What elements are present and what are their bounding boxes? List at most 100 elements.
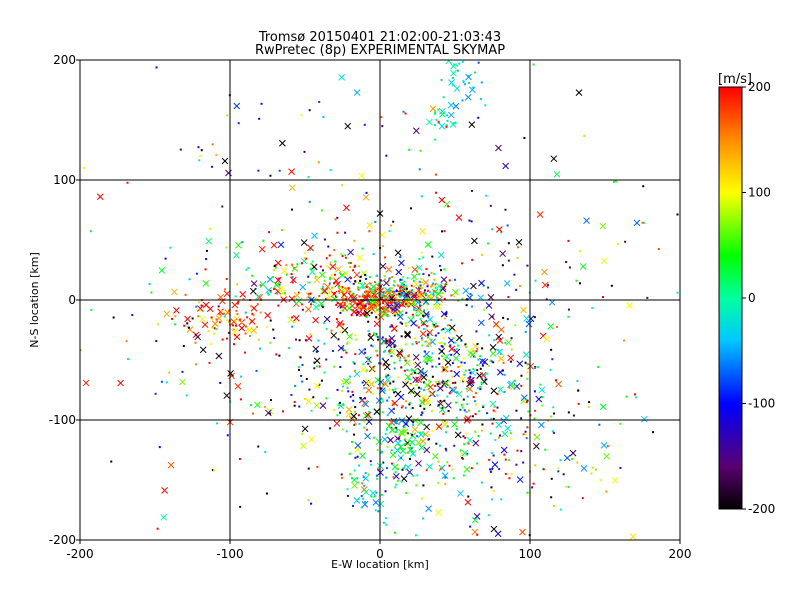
data-point-cross bbox=[422, 311, 430, 318]
data-point-dot bbox=[411, 441, 414, 444]
data-point-dot bbox=[250, 320, 253, 323]
data-point-dot bbox=[318, 294, 321, 297]
data-point-cross bbox=[365, 356, 372, 364]
y-tick-label: -200 bbox=[49, 533, 76, 547]
y-axis-label: N-S location [km] bbox=[28, 252, 41, 348]
data-point-cross bbox=[418, 444, 425, 451]
data-point-dot bbox=[345, 297, 348, 300]
data-point-dot bbox=[415, 314, 418, 317]
data-point-cross bbox=[611, 476, 619, 484]
data-point-dot bbox=[205, 249, 208, 252]
data-point-dot bbox=[385, 467, 388, 470]
data-point-dot bbox=[297, 368, 300, 371]
data-point-dot bbox=[325, 397, 328, 400]
data-point-cross bbox=[555, 380, 562, 388]
data-point-dot bbox=[158, 446, 161, 449]
data-point-dot bbox=[475, 330, 478, 333]
data-point-dot bbox=[331, 349, 334, 352]
data-point-dot bbox=[391, 290, 394, 293]
data-point-dot bbox=[355, 338, 358, 341]
data-point-dot bbox=[393, 361, 396, 364]
data-point-dot bbox=[419, 405, 422, 408]
data-point-dot bbox=[415, 383, 418, 386]
data-point-cross bbox=[429, 105, 437, 113]
data-point-dot bbox=[444, 269, 447, 272]
data-point-dot bbox=[403, 465, 406, 468]
data-point-dot bbox=[463, 371, 466, 374]
data-point-dot bbox=[439, 465, 442, 468]
colorbar-label: [m/s] bbox=[718, 72, 752, 87]
data-point-dot bbox=[470, 467, 473, 470]
data-point-dot bbox=[325, 358, 328, 361]
data-point-cross bbox=[550, 155, 558, 163]
data-point-cross bbox=[491, 461, 499, 468]
data-point-dot bbox=[400, 457, 403, 460]
data-point-dot bbox=[378, 300, 381, 303]
data-point-dot bbox=[156, 527, 159, 530]
data-point-dot bbox=[491, 315, 494, 318]
data-point-dot bbox=[411, 313, 414, 316]
data-point-dot bbox=[245, 268, 248, 271]
data-point-dot bbox=[501, 264, 504, 267]
data-point-dot bbox=[365, 369, 368, 372]
data-point-dot bbox=[385, 154, 388, 157]
data-point-dot bbox=[413, 307, 416, 310]
data-point-cross bbox=[442, 379, 449, 387]
colorbar-tick-label: -200 bbox=[748, 502, 775, 516]
data-point-dot bbox=[502, 316, 505, 319]
data-point-cross bbox=[277, 284, 285, 292]
data-point-dot bbox=[619, 422, 622, 425]
data-point-dot bbox=[515, 409, 518, 412]
data-point-dot bbox=[411, 420, 414, 423]
data-point-dot bbox=[434, 286, 437, 289]
data-point-cross bbox=[435, 282, 443, 290]
data-point-dot bbox=[372, 436, 375, 439]
data-point-dot bbox=[400, 291, 403, 294]
data-point-dot bbox=[379, 292, 382, 295]
data-point-dot bbox=[298, 405, 301, 408]
data-point-dot bbox=[403, 369, 406, 372]
data-point-cross bbox=[239, 290, 247, 298]
data-point-cross bbox=[599, 403, 607, 411]
data-point-dot bbox=[446, 395, 449, 398]
data-point-dot bbox=[317, 339, 320, 342]
data-point-cross bbox=[293, 291, 301, 299]
data-point-cross bbox=[341, 295, 349, 303]
data-point-cross bbox=[496, 225, 503, 233]
data-point-dot bbox=[401, 468, 404, 471]
data-point-cross bbox=[633, 219, 641, 227]
data-point-dot bbox=[315, 275, 318, 278]
data-point-dot bbox=[565, 261, 568, 264]
data-point-dot bbox=[403, 438, 406, 441]
data-point-cross bbox=[310, 297, 317, 305]
data-point-dot bbox=[198, 301, 201, 304]
data-point-dot bbox=[257, 338, 260, 341]
data-point-dot bbox=[382, 364, 385, 367]
data-point-cross bbox=[507, 354, 515, 362]
data-point-dot bbox=[526, 426, 529, 429]
data-point-cross bbox=[525, 320, 533, 328]
data-point-dot bbox=[434, 173, 437, 176]
data-point-dot bbox=[396, 313, 399, 316]
data-point-dot bbox=[455, 428, 458, 431]
data-point-cross bbox=[494, 530, 502, 538]
data-point-dot bbox=[269, 174, 272, 177]
data-point-cross bbox=[362, 488, 370, 496]
data-point-cross bbox=[510, 383, 517, 390]
data-point-dot bbox=[198, 159, 201, 162]
data-point-dot bbox=[408, 457, 411, 460]
data-point-dot bbox=[340, 473, 343, 476]
data-point-dot bbox=[90, 308, 93, 311]
data-point-dot bbox=[398, 347, 401, 350]
data-point-dot bbox=[300, 262, 303, 265]
data-point-dot bbox=[358, 295, 361, 298]
data-point-cross bbox=[413, 390, 421, 398]
data-point-cross bbox=[351, 476, 358, 484]
data-point-cross bbox=[383, 363, 391, 371]
data-point-dot bbox=[624, 240, 627, 243]
data-point-cross bbox=[465, 73, 472, 81]
data-point-dot bbox=[377, 282, 380, 285]
data-point-dot bbox=[418, 168, 421, 171]
data-point-dot bbox=[278, 354, 281, 357]
